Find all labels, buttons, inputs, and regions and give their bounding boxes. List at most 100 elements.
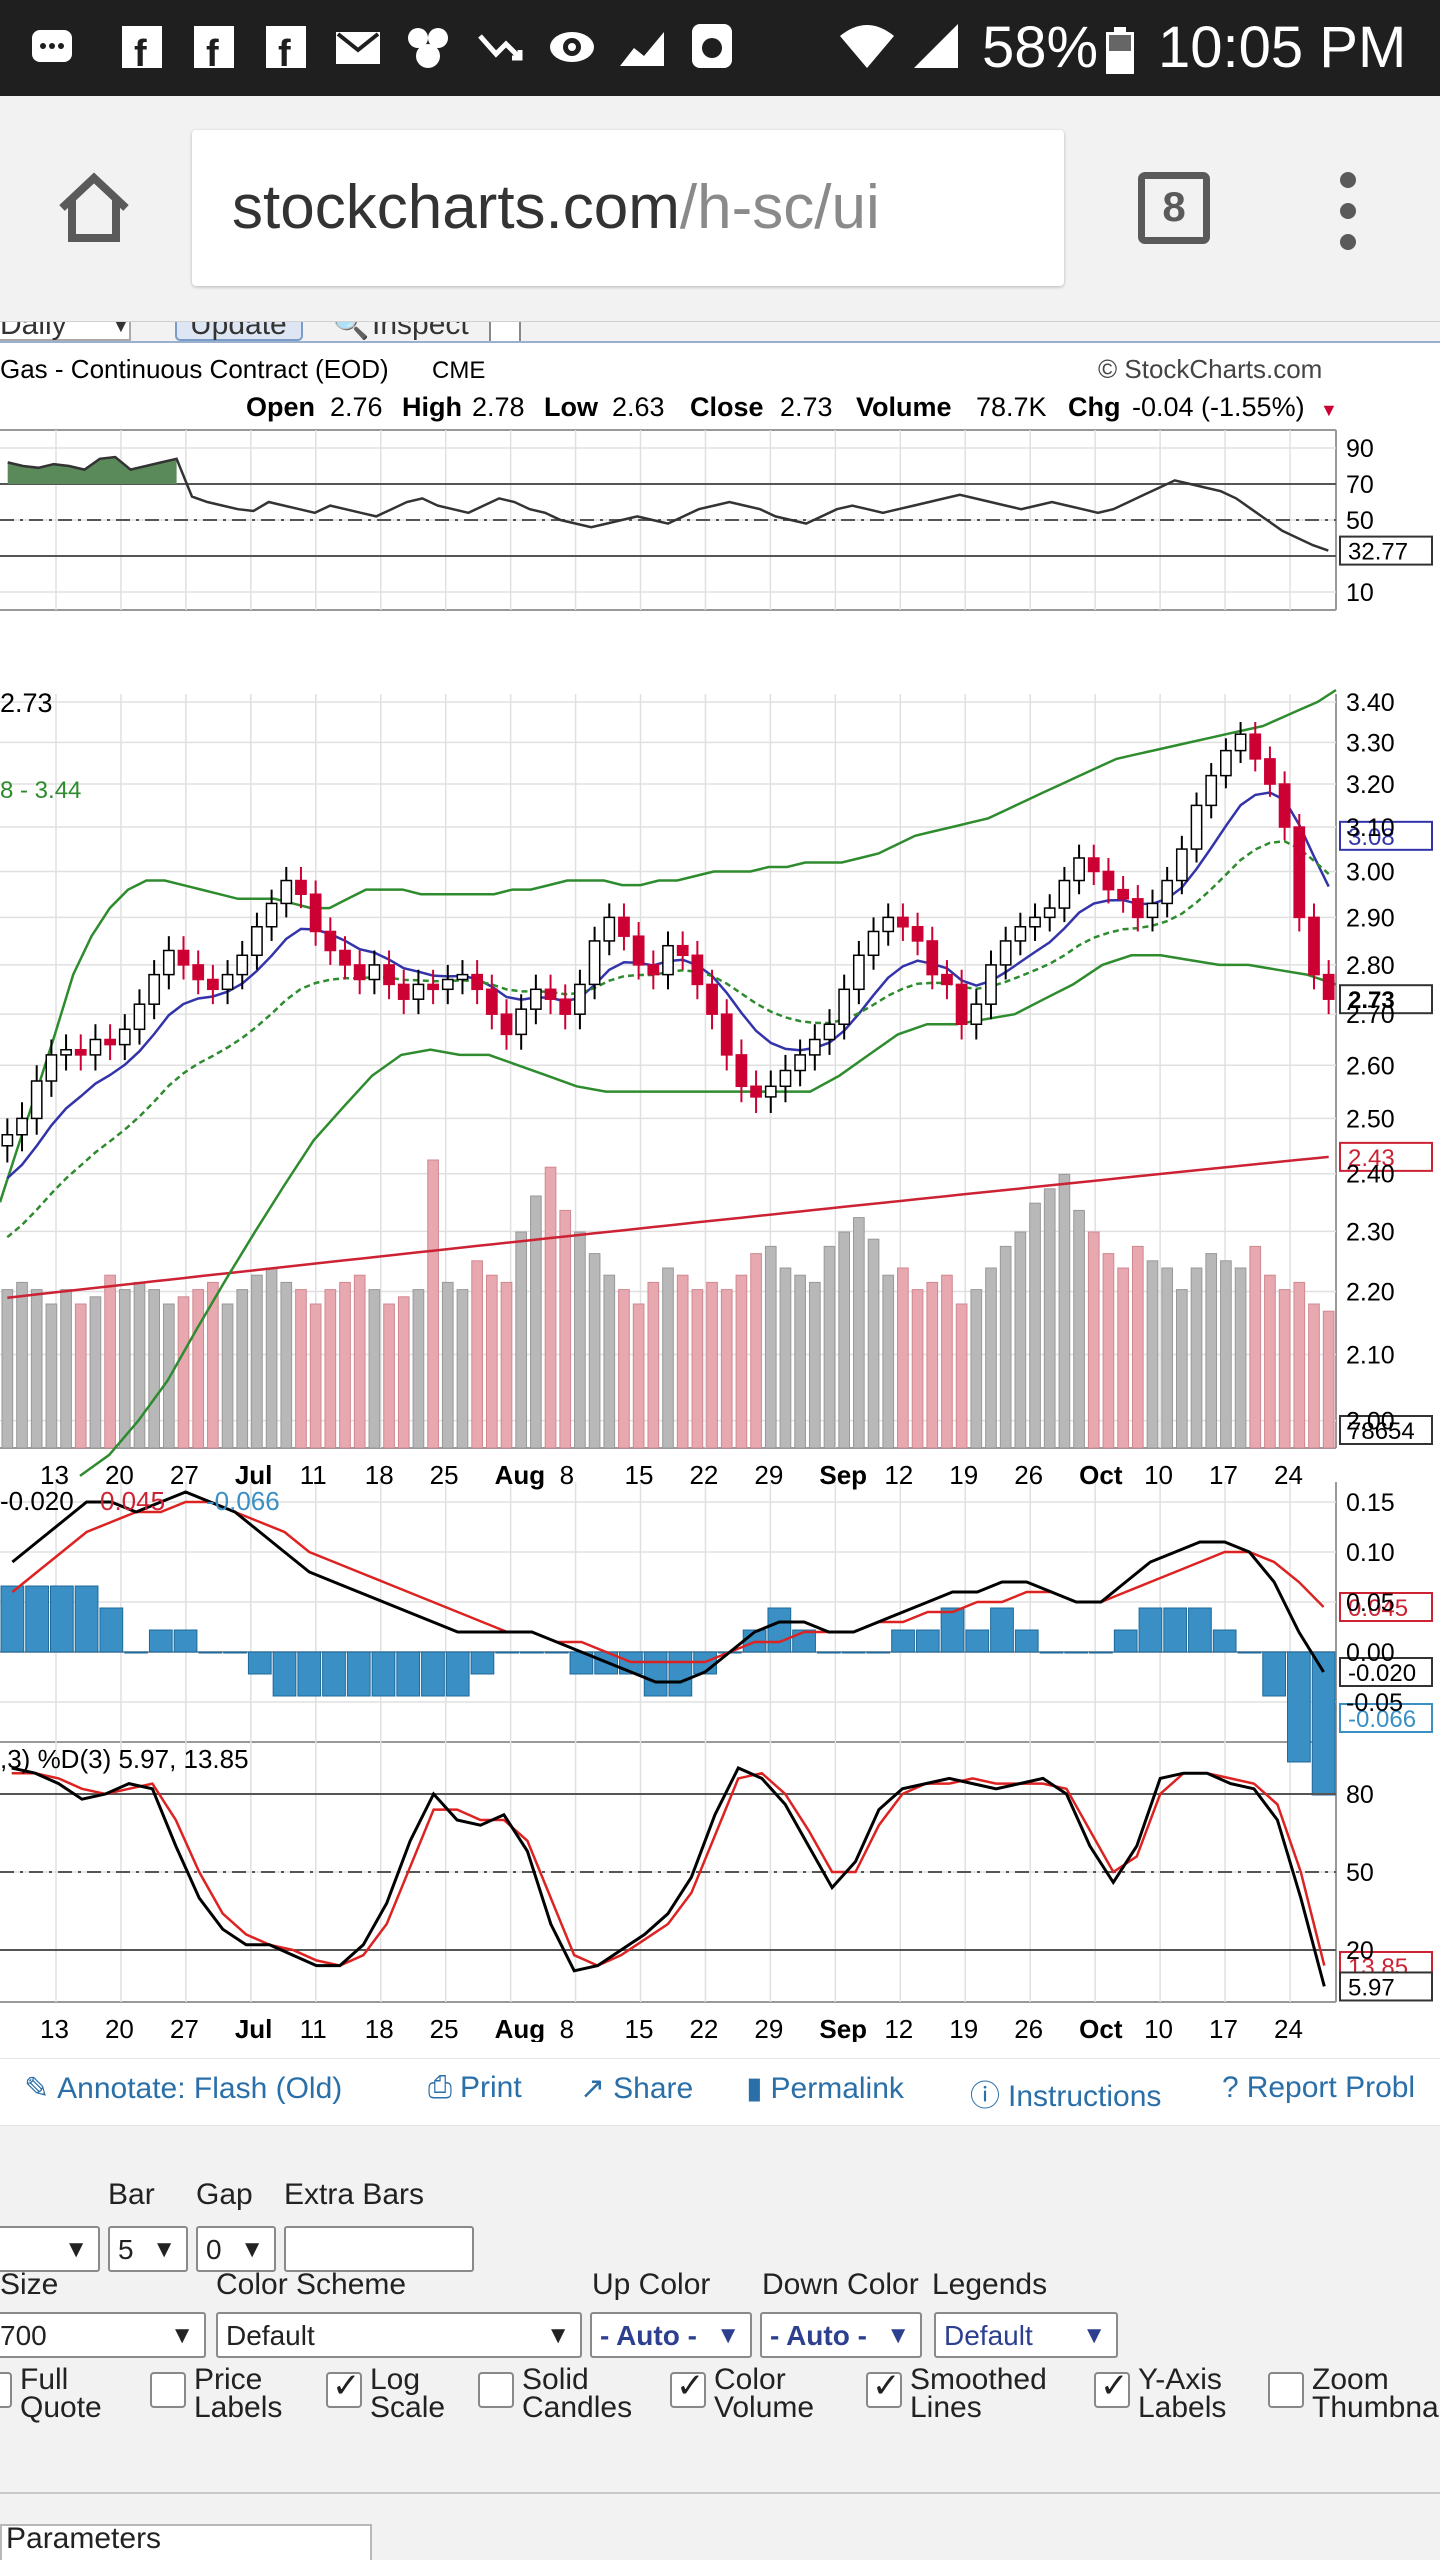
x-tick-label: 12 [884, 2014, 913, 2042]
share-link[interactable]: ↗ Share [580, 2072, 694, 2105]
volume-bar [1220, 1260, 1232, 1449]
volume-bar [662, 1267, 674, 1449]
update-button[interactable]: Update [175, 322, 303, 341]
option-label-4: Color Volume [714, 2363, 815, 2424]
x-tick-label: 8 [560, 1460, 574, 1490]
volume-bar [1161, 1267, 1174, 1449]
candle-body [515, 1008, 528, 1036]
volume-bar [985, 1267, 997, 1449]
bar-select[interactable]: 5 ▼ [108, 2226, 188, 2272]
price-y-tick: 2.10 [1346, 1342, 1395, 1370]
candle-body [676, 944, 689, 957]
candle-body [1014, 926, 1027, 942]
volume-bar [441, 1281, 454, 1449]
option-checkbox-6[interactable]: ✓ [1094, 2367, 1130, 2408]
period-select[interactable]: Daily ▼ [0, 322, 131, 341]
address-bar[interactable]: stockcharts.com/h-sc/ui [192, 130, 1064, 286]
legends-select[interactable]: Default ▼ [934, 2312, 1118, 2358]
gap-select[interactable]: 0 ▼ [196, 2226, 276, 2272]
candle-body [1029, 916, 1041, 928]
signal-tag-box [1339, 1657, 1433, 1687]
rsi-y-tick: 10 [1346, 579, 1374, 607]
rsi-value-tag: 32.77 [1348, 539, 1408, 566]
candle-body [368, 964, 381, 981]
option-label-6: Y-Axis Labels [1138, 2363, 1227, 2424]
volume-bar [368, 1289, 381, 1449]
up-color-select[interactable]: - Auto - ▼ [590, 2312, 752, 2358]
annotate-link[interactable]: ✎ Annotate: Flash (Old) [24, 2072, 343, 2105]
hist-tag-box [1339, 1703, 1433, 1733]
x-tick-label: 18 [365, 1460, 394, 1490]
volume-bar [148, 1289, 160, 1449]
volume-bar [676, 1274, 689, 1449]
volume-bar [427, 1159, 439, 1449]
volume-bar [779, 1267, 792, 1449]
home-icon[interactable] [52, 166, 136, 250]
macd-histogram-bar [668, 1651, 693, 1697]
price-y-tick: 2.50 [1346, 1105, 1395, 1133]
macd-histogram-bar [1311, 1651, 1336, 1796]
candle-body [823, 1023, 836, 1041]
volume-bar [1073, 1209, 1085, 1449]
range-select[interactable]: ▼ [0, 2226, 100, 2272]
candle-body [1043, 907, 1056, 919]
down-color-select[interactable]: - Auto - ▼ [760, 2312, 922, 2358]
x-tick-label: 15 [625, 2014, 654, 2042]
volume-bar [691, 1289, 704, 1449]
option-checkbox-3[interactable] [478, 2372, 514, 2408]
volume-bar [118, 1289, 131, 1449]
report-problem-link[interactable]: ? Report Probl [1222, 2071, 1416, 2104]
candle-body [1087, 857, 1100, 873]
svg-text:f: f [134, 33, 147, 72]
candle-body [412, 983, 425, 1000]
candle-body [999, 940, 1012, 966]
print-link[interactable]: ⎙ Print [428, 2071, 522, 2104]
macd-tag: 0.045 [1348, 1595, 1408, 1622]
price-y-tick: 2.40 [1346, 1161, 1395, 1189]
candle-body [74, 1048, 87, 1056]
photos-icon [620, 32, 664, 66]
tab-switcher-button[interactable]: 8 [1138, 172, 1210, 244]
candle-body [1131, 898, 1144, 919]
option-checkbox-7[interactable] [1268, 2372, 1304, 2408]
svg-text:Volume: Volume [856, 392, 952, 422]
size-select[interactable]: 700 ▼ [0, 2312, 206, 2358]
svg-text:f: f [206, 33, 219, 72]
color-scheme-select[interactable]: Default ▼ [216, 2312, 582, 2358]
candle-body [500, 1013, 513, 1036]
option-checkbox-2[interactable]: ✓ [326, 2367, 362, 2408]
overflow-menu-icon[interactable] [1330, 166, 1366, 256]
extra-bars-input[interactable] [284, 2226, 474, 2272]
candle-body [1102, 870, 1115, 891]
message-icon [32, 30, 72, 62]
volume-bar [735, 1274, 748, 1449]
price-y-tick: 3.00 [1346, 858, 1395, 886]
volume-bar [1131, 1245, 1144, 1449]
option-checkbox-5[interactable]: ✓ [866, 2367, 902, 2408]
inspect-toggle[interactable]: 🔍 Inspect [332, 322, 521, 343]
ema-tag: 3.08 [1348, 824, 1395, 851]
option-checkbox-4[interactable]: ✓ [670, 2367, 706, 2408]
ohlc-summary: Open 2.76 High 2.78 Low 2.63 Close 2.73 … [246, 392, 1338, 422]
gmail-icon [336, 32, 380, 64]
macd-histogram-bar [816, 1651, 841, 1654]
volume-bar [823, 1245, 836, 1449]
bar-label: Bar [108, 2178, 155, 2211]
x-tick-label: 10 [1144, 1460, 1173, 1490]
svg-text:High: High [402, 392, 462, 422]
option-checkbox-0[interactable] [0, 2372, 12, 2408]
volume-bar [544, 1166, 557, 1449]
permalink-link[interactable]: ▮ Permalink [746, 2072, 904, 2105]
macd-histogram-bar [421, 1651, 445, 1697]
instructions-link[interactable]: ⓘ Instructions [970, 2071, 1161, 2115]
x-tick-label: Oct [1079, 2014, 1123, 2042]
sma200-tag: 2.43 [1348, 1145, 1395, 1172]
url-text[interactable]: stockcharts.com/h-sc/ui [232, 173, 880, 242]
candle-body [221, 973, 234, 991]
volume-bar [412, 1289, 425, 1449]
volume-bar [632, 1303, 645, 1449]
candle-body [1058, 879, 1071, 909]
macd-y-tick: -0.05 [1346, 1689, 1403, 1717]
option-checkbox-1[interactable] [150, 2372, 186, 2408]
volume-bar [1043, 1188, 1056, 1449]
